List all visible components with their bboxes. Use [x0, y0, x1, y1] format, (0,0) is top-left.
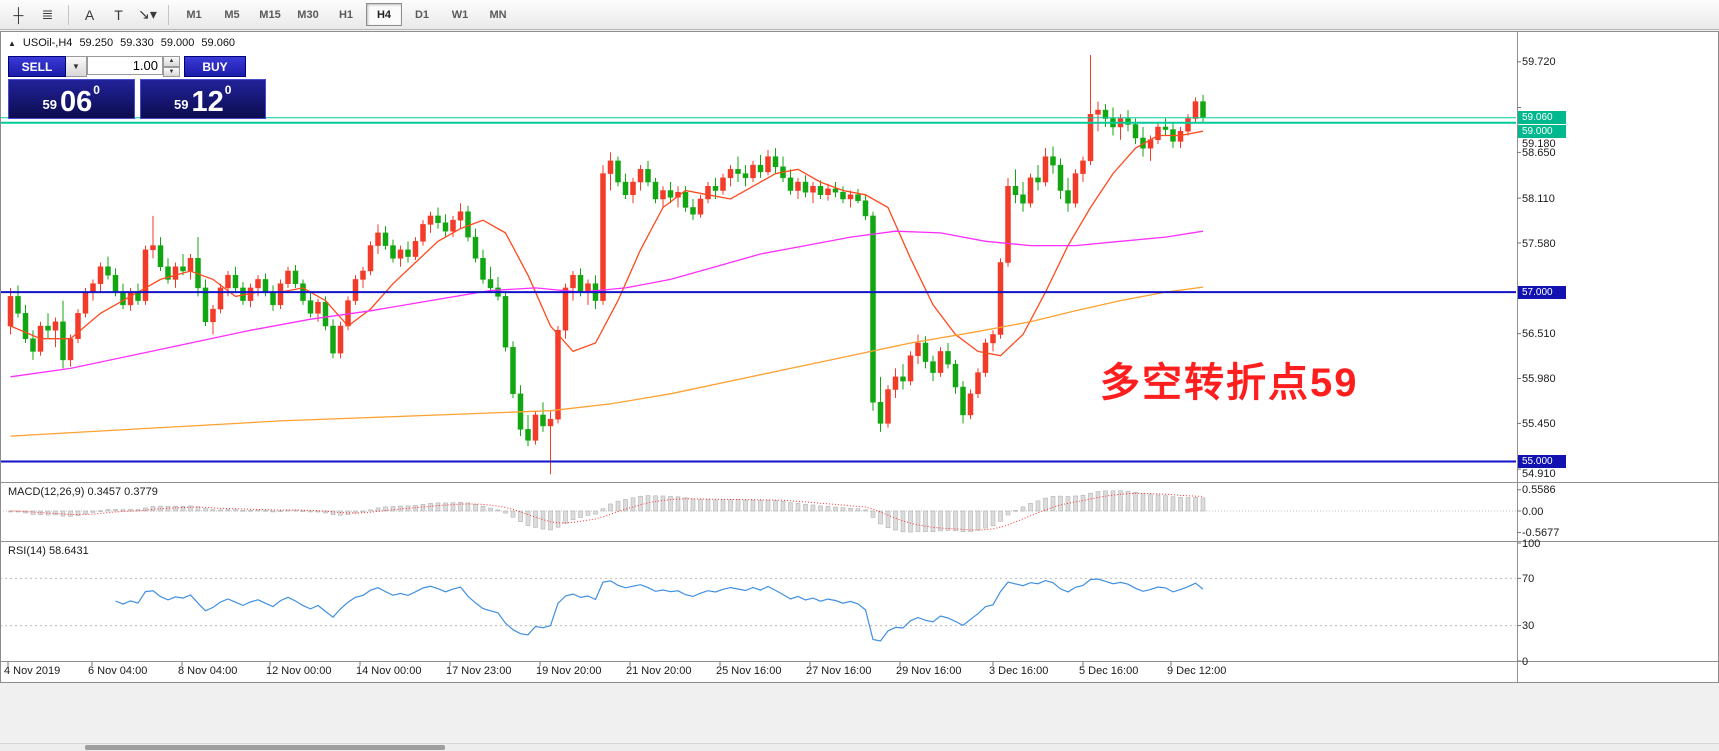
candlestick-series	[7, 55, 1206, 475]
time-axis-label: 8 Nov 04:00	[178, 665, 238, 677]
price-axis-label: 54.910	[1522, 468, 1556, 481]
sell-price-point: 0	[93, 83, 100, 97]
chart-candles-tool-icon[interactable]: ┼	[13, 6, 24, 23]
one-click-trading-panel: SELL ▼ ▲ ▼ BUY 59 06 0 59 12 0	[8, 56, 266, 119]
time-axis-label: 12 Nov 00:00	[266, 665, 332, 677]
timeframe-button-m5[interactable]: M5	[224, 8, 240, 21]
label-tool-icon[interactable]: T	[114, 6, 123, 23]
timeframe-button-h4[interactable]: H4	[366, 3, 402, 26]
timeframe-button-d1[interactable]: D1	[414, 8, 430, 21]
time-axis-label: 25 Nov 16:00	[716, 665, 782, 677]
price-axis-label: 59.720	[1522, 56, 1556, 69]
top-toolbar: ┼ ≣ A T ↘▾ M1 M5 M15 M30 H1 H4 D1 W1 MN	[0, 0, 1719, 30]
time-axis-label: 5 Dec 16:00	[1079, 665, 1139, 677]
macd-indicator-label: MACD(12,26,9) 0.3457 0.3779	[8, 486, 158, 498]
rsi-line	[115, 578, 1204, 642]
buy-price-point: 0	[224, 83, 232, 97]
rsi-axis-label: 0	[1522, 655, 1529, 668]
quote-low: 59.000	[160, 37, 195, 49]
text-tool-icon[interactable]: A	[84, 6, 95, 23]
stepper-down-icon[interactable]: ▼	[163, 66, 180, 77]
symbol-period-label: USOil-,H4	[22, 37, 73, 49]
macd-axis-label: 0.00	[1522, 505, 1544, 518]
timeframe-button-mn[interactable]: MN	[489, 8, 507, 21]
macd-signal-line	[10, 492, 1204, 531]
volume-stepper: ▲ ▼	[163, 56, 180, 77]
price-axis-label: 55.450	[1522, 417, 1556, 430]
time-axis-label: 9 Dec 12:00	[1167, 665, 1227, 677]
timeframe-button-m15[interactable]: M15	[259, 8, 281, 21]
rsi-axis-label: 100	[1522, 537, 1541, 550]
chart-text-annotation: 多空转折点59	[1100, 361, 1359, 405]
price-axis-label: 58.650	[1522, 146, 1556, 159]
collapse-triangle-icon[interactable]: ▲	[8, 38, 16, 48]
buy-price-box[interactable]: 59 12 0	[139, 79, 266, 119]
time-axis-label: 29 Nov 16:00	[896, 665, 962, 677]
chart-window-background	[0, 31, 1719, 683]
chevron-down-icon: ▼	[72, 62, 80, 71]
volume-input[interactable]	[87, 56, 163, 75]
price-axis-label: 56.510	[1522, 328, 1556, 341]
sell-price-pips: 06	[60, 85, 93, 118]
sell-price-box[interactable]: 59 06 0	[8, 79, 135, 119]
rsi-axis-label: 70	[1522, 572, 1535, 585]
timeframe-button-w1[interactable]: W1	[451, 8, 469, 21]
time-axis-label: 14 Nov 00:00	[356, 665, 422, 677]
sell-price-major: 59	[42, 97, 57, 112]
toolbar-separator	[68, 4, 69, 25]
sell-button[interactable]: SELL	[8, 56, 66, 77]
buy-button[interactable]: BUY	[184, 56, 246, 77]
buy-price-major: 59	[174, 97, 189, 112]
ma-fast-red-line	[10, 130, 1204, 357]
timeframe-button-m1[interactable]: M1	[186, 8, 202, 21]
macd-histogram	[8, 490, 1206, 533]
stepper-up-icon[interactable]: ▲	[163, 56, 180, 67]
time-axis-label: 6 Nov 04:00	[88, 665, 148, 677]
price-badge: 57.000	[1518, 285, 1566, 299]
macd-axis-label: 0.5586	[1522, 484, 1556, 497]
quote-open: 59.250	[79, 37, 114, 49]
time-axis-label: 21 Nov 20:00	[626, 665, 692, 677]
time-axis-label: 17 Nov 23:00	[446, 665, 512, 677]
time-axis-label: 19 Nov 20:00	[536, 665, 602, 677]
arrows-tool-icon[interactable]: ↘▾	[138, 6, 157, 22]
time-axis-label: 3 Dec 16:00	[989, 665, 1049, 677]
price-axis-label: 57.580	[1522, 237, 1556, 250]
buy-price-pips: 12	[191, 85, 224, 118]
ma-slow-orange-line	[10, 286, 1204, 437]
macd-axis-label: -0.5677	[1522, 527, 1560, 540]
toolbar-separator	[168, 4, 169, 25]
quote-bar: ▲ USOil-,H4 59.250 59.330 59.000 59.060	[8, 37, 235, 49]
horizontal-scrollbar[interactable]	[0, 743, 1719, 751]
time-axis-label: 27 Nov 16:00	[806, 665, 872, 677]
indicator-levels-tool-icon[interactable]: ≣	[41, 6, 54, 22]
volume-dropdown-button[interactable]: ▼	[66, 56, 87, 77]
price-badge: 59.000	[1518, 125, 1566, 139]
quote-close: 59.060	[201, 37, 236, 49]
rsi-axis-label: 30	[1522, 620, 1535, 633]
price-axis-label: 59.180	[1522, 138, 1556, 151]
price-badge: 55.000	[1518, 455, 1566, 469]
ma-mid-magenta-line	[10, 230, 1204, 378]
timeframe-button-h1[interactable]: H1	[338, 8, 354, 21]
timeframe-button-m30[interactable]: M30	[297, 8, 319, 21]
rsi-indicator-label: RSI(14) 58.6431	[8, 545, 89, 557]
price-axis-label: 55.980	[1522, 373, 1556, 386]
quote-high: 59.330	[120, 37, 154, 49]
price-badge: 59.060	[1518, 111, 1566, 125]
price-axis-label: 58.110	[1522, 192, 1555, 205]
scrollbar-thumb[interactable]	[85, 745, 445, 750]
time-axis-label: 4 Nov 2019	[4, 665, 61, 677]
